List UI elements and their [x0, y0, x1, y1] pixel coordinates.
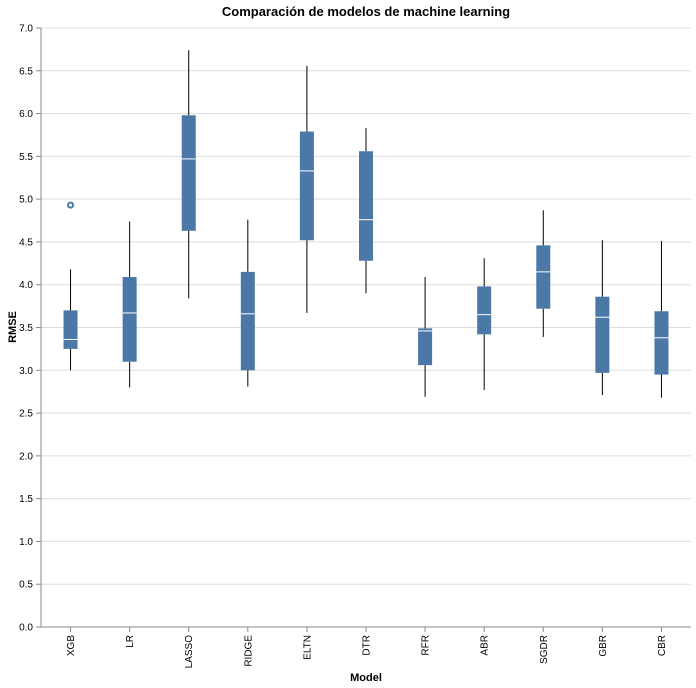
- boxes: [63, 50, 669, 398]
- box-rfr: [418, 277, 433, 397]
- chart-title: Comparación de modelos de machine learni…: [222, 4, 510, 19]
- iqr-box: [418, 328, 433, 366]
- outlier-point: [67, 201, 75, 209]
- x-tick-label: SGDR: [539, 635, 550, 664]
- y-tick-label: 2.0: [19, 451, 33, 462]
- x-tick-label: RFR: [421, 635, 432, 656]
- iqr-box: [181, 115, 196, 231]
- box-lasso: [181, 50, 196, 299]
- axes: 0.0 0.5 1.0 1.5 2.0 2.5 3.0 3.5 4.0 4.5 5.0 5.5 6.0 6…: [19, 24, 691, 669]
- box-ridge: [240, 219, 255, 387]
- x-tick-label: GBR: [598, 635, 609, 657]
- y-tick-label: 4.0: [19, 280, 33, 291]
- iqr-box: [299, 131, 314, 241]
- iqr-box: [536, 245, 551, 309]
- y-tick-label: 3.0: [19, 366, 33, 377]
- y-tick-label: 0.5: [19, 580, 33, 591]
- box-cbr: [654, 241, 669, 398]
- x-tick-label: LASSO: [184, 635, 195, 669]
- y-tick-label: 5.5: [19, 152, 33, 163]
- box-lr: [122, 221, 137, 388]
- y-axis-title: RMSE: [7, 311, 19, 343]
- iqr-box: [359, 151, 373, 261]
- x-axis-title: Model: [350, 672, 382, 684]
- y-tick-label: 0.0: [19, 623, 33, 634]
- y-tick-label: 3.5: [19, 323, 33, 334]
- y-tick-label: 2.5: [19, 409, 33, 420]
- x-tick-label: CBR: [657, 635, 668, 656]
- x-tick-label: ELTN: [302, 635, 313, 660]
- box-xgb: [63, 201, 78, 371]
- y-tick-label: 1.5: [19, 494, 33, 505]
- box-dtr: [359, 128, 373, 294]
- x-tick-label: DTR: [362, 635, 373, 656]
- iqr-box: [240, 271, 255, 371]
- iqr-box: [477, 286, 492, 335]
- iqr-box: [654, 311, 669, 375]
- y-tick-label: 7.0: [19, 24, 33, 35]
- x-tick-label: XGB: [66, 635, 77, 656]
- y-tick-label: 6.0: [19, 109, 33, 120]
- y-tick-label: 1.0: [19, 537, 33, 548]
- y-tick-label: 6.5: [19, 66, 33, 77]
- y-tick-label: 5.0: [19, 195, 33, 206]
- grid-lines: [41, 27, 691, 585]
- x-tick-label: ABR: [480, 635, 491, 656]
- y-tick-label: 4.5: [19, 237, 33, 248]
- iqr-box: [63, 310, 78, 349]
- box-gbr: [595, 240, 610, 396]
- iqr-box: [595, 296, 610, 373]
- iqr-box: [122, 277, 137, 362]
- box-sgdr: [536, 210, 551, 337]
- x-tick-label: RIDGE: [243, 635, 254, 667]
- x-tick-label: LR: [125, 635, 136, 648]
- box-eltn: [299, 65, 314, 313]
- box-abr: [477, 258, 492, 390]
